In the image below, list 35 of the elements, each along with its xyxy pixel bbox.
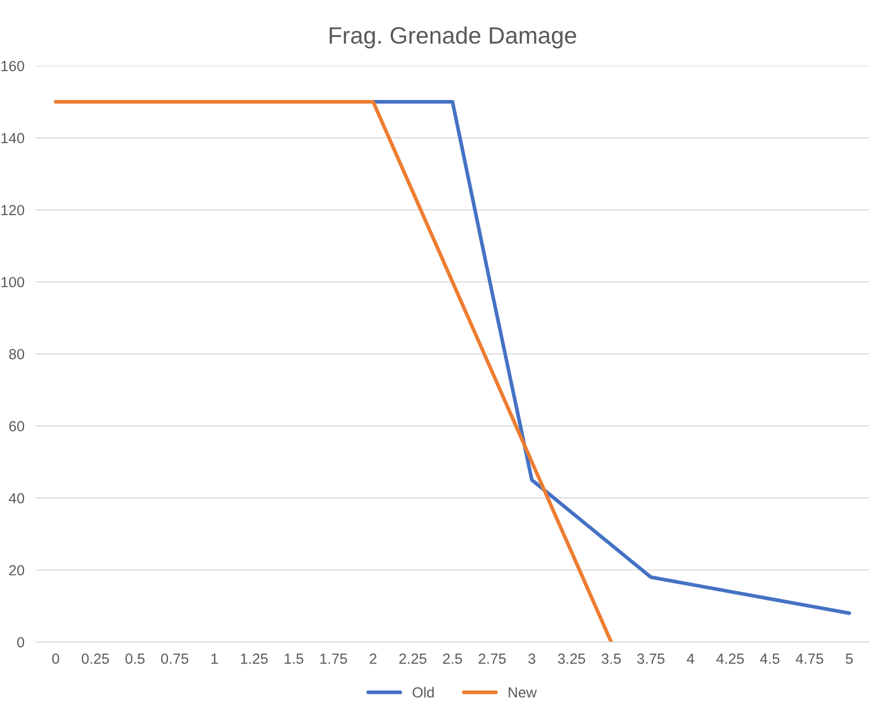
x-tick-label: 3.75 <box>637 654 664 664</box>
x-tick-label: 0.25 <box>82 654 109 664</box>
x-tick-label: 4.5 <box>760 654 780 664</box>
x-tick-label: 1.5 <box>284 654 304 664</box>
x-tick-label: 0.75 <box>161 654 188 664</box>
legend-label: New <box>508 687 537 698</box>
x-tick-label: 2.5 <box>443 654 462 664</box>
x-tick-label: 0 <box>52 654 60 664</box>
chart-title: Frag. Grenade Damage <box>330 26 576 48</box>
legend-label: Old <box>412 686 434 698</box>
y-tick-label: 100 <box>2 276 24 288</box>
x-tick-label: 4 <box>686 654 694 664</box>
line-series <box>371 100 852 616</box>
x-tick-label: 3.25 <box>558 654 586 664</box>
y-tick-label: 80 <box>9 349 24 360</box>
y-tick-label: 20 <box>9 565 24 576</box>
x-tick-label: 3.5 <box>602 654 621 664</box>
x-tick-label: 5 <box>846 654 853 664</box>
y-tick-label: 0 <box>17 637 24 648</box>
y-tick-label: 120 <box>2 204 24 216</box>
x-tick-label: 2.25 <box>399 654 426 664</box>
line-series <box>54 100 614 642</box>
x-tick-label: 1 <box>211 654 218 664</box>
y-tick-label: 140 <box>2 132 24 144</box>
x-tick-label: 1.75 <box>320 654 348 664</box>
y-tick-label: 160 <box>2 60 24 72</box>
y-tick-label: 60 <box>9 421 24 432</box>
x-tick-label: 3 <box>528 654 536 664</box>
x-tick-label: 0.5 <box>125 654 145 664</box>
y-tick-label: 40 <box>8 493 24 504</box>
x-tick-label: 4.25 <box>716 654 744 664</box>
x-tick-label: 2.75 <box>478 654 506 664</box>
x-tick-label: 2 <box>370 654 376 664</box>
x-tick-label: 1.25 <box>241 654 268 664</box>
x-tick-label: 4.75 <box>796 654 824 664</box>
